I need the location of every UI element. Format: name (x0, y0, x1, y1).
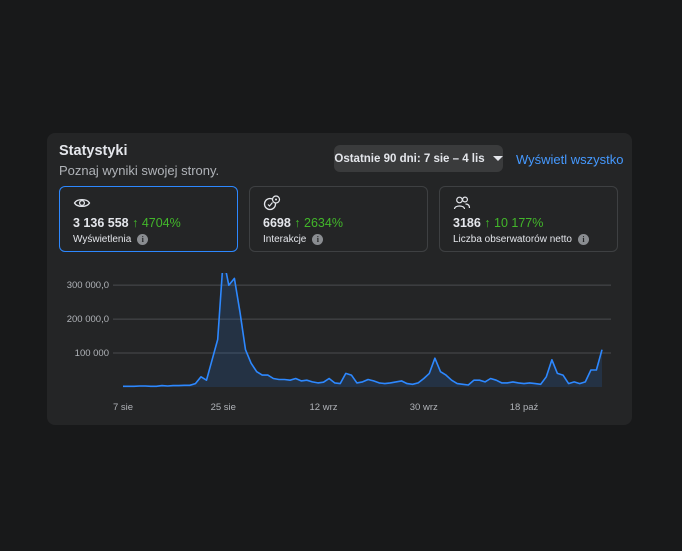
followers-icon (453, 195, 471, 211)
x-tick-label: 18 paź (510, 402, 539, 413)
metric-change: ↑ 2634% (294, 216, 343, 230)
metric-value: 6698 (263, 216, 291, 230)
statistics-card: Statystyki Poznaj wyniki swojej strony. … (47, 133, 632, 425)
metric-card-interactions[interactable]: 6698 ↑ 2634% Interakcje i (249, 186, 428, 252)
date-range-label: Ostatnie 90 dni: 7 sie – 4 lis (334, 152, 485, 165)
card-subtitle: Poznaj wyniki swojej strony. (59, 163, 220, 178)
metric-label-row: Liczba obserwatorów netto i (453, 234, 589, 245)
info-icon[interactable]: i (577, 234, 589, 245)
metric-label-row: Wyświetlenia i (73, 234, 149, 245)
info-icon[interactable]: i (312, 234, 324, 245)
metric-label: Liczba obserwatorów netto (453, 234, 572, 245)
date-range-dropdown[interactable]: Ostatnie 90 dni: 7 sie – 4 lis (334, 145, 503, 172)
x-tick-label: 7 sie (113, 402, 133, 413)
metric-label: Interakcje (263, 234, 307, 245)
series-line (123, 273, 603, 388)
see-all-link[interactable]: Wyświetl wszystko (516, 152, 624, 167)
metric-change: ↑ 4704% (132, 216, 181, 230)
metric-card-followers[interactable]: 3186 ↑ 10 177% Liczba obserwatorów netto… (439, 186, 618, 252)
metric-value: 3 136 558 (73, 216, 129, 230)
metric-value: 3186 (453, 216, 481, 230)
y-tick-label: 100 000 (75, 348, 109, 359)
chevron-down-icon (492, 156, 503, 161)
eye-icon (73, 195, 91, 211)
series-area (123, 273, 602, 387)
x-tick-label: 25 sie (211, 402, 236, 413)
metric-value-row: 3 136 558 ↑ 4704% (73, 216, 181, 230)
card-title: Statystyki (59, 143, 128, 159)
metric-card-views[interactable]: 3 136 558 ↑ 4704% Wyświetlenia i (59, 186, 238, 252)
views-chart: 100 000 200 000,0 300 000,0 7 sie 25 sie 12 w… (67, 273, 611, 413)
y-tick-label: 200 000,0 (67, 314, 109, 325)
metric-label-row: Interakcje i (263, 234, 324, 245)
info-icon[interactable]: i (137, 234, 149, 245)
metric-value-row: 3186 ↑ 10 177% (453, 216, 543, 230)
x-tick-label: 30 wrz (410, 402, 438, 413)
y-tick-label: 300 000,0 (67, 280, 109, 291)
x-tick-label: 12 wrz (310, 402, 338, 413)
metric-change: ↑ 10 177% (484, 216, 544, 230)
interactions-icon (263, 195, 281, 211)
metric-value-row: 6698 ↑ 2634% (263, 216, 343, 230)
metric-label: Wyświetlenia (73, 234, 132, 245)
